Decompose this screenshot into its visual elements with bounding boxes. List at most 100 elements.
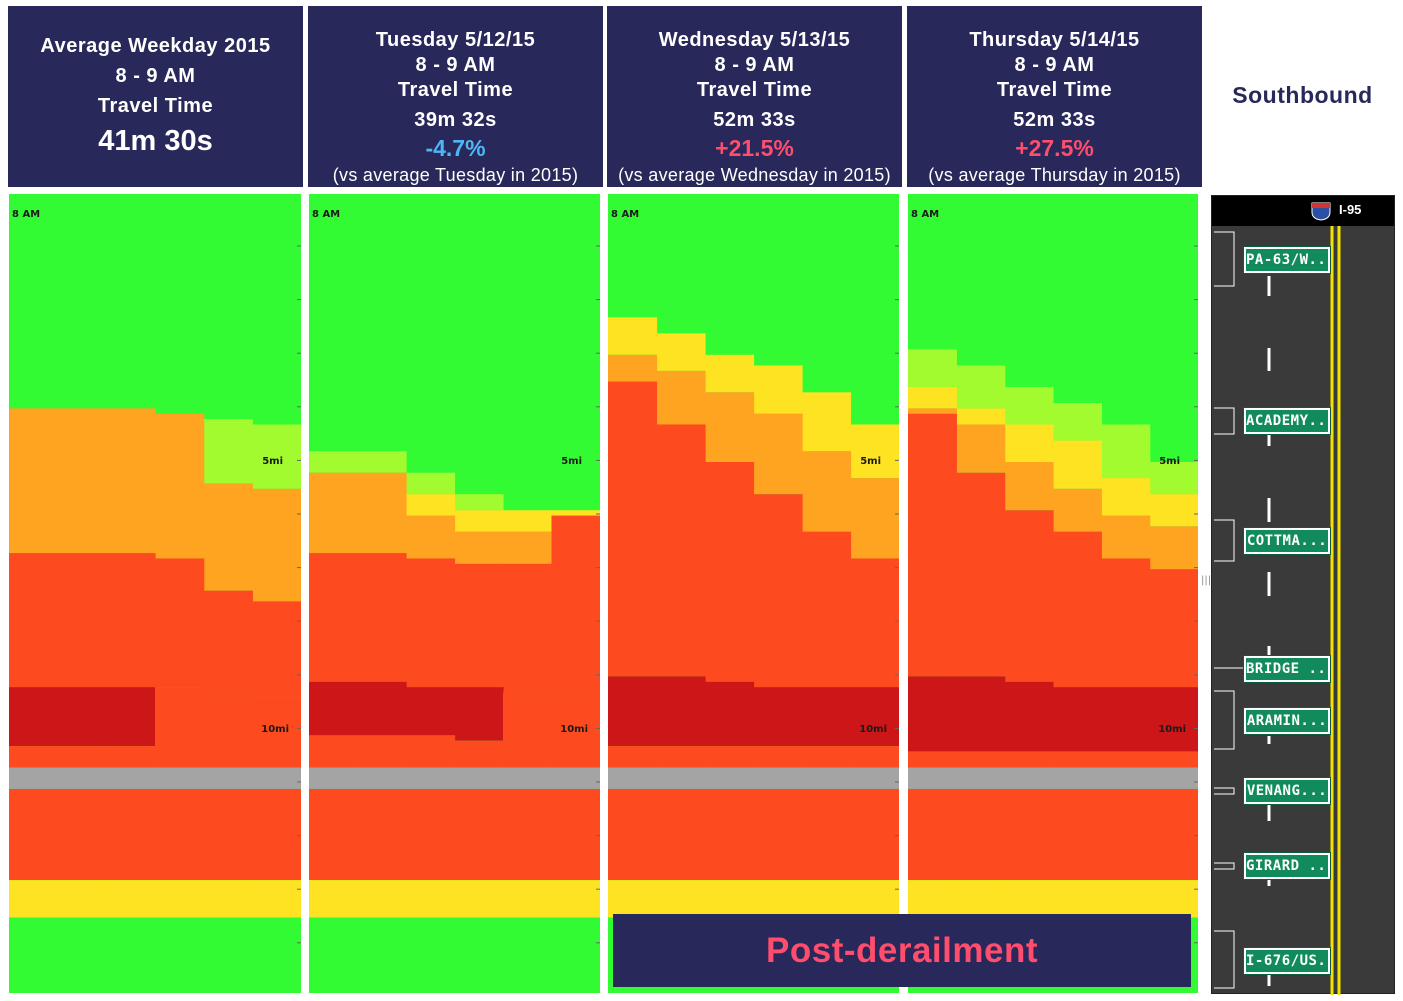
congestion-cell-redorange [802, 788, 852, 881]
congestion-cell-orange [1149, 526, 1198, 570]
congestion-cell-orange [1101, 515, 1151, 559]
congestion-cell-green [57, 194, 107, 409]
congestion-cell-orange [908, 408, 957, 414]
congestion-cell-green [656, 194, 706, 334]
congestion-cell-redorange [1053, 788, 1102, 881]
congestion-cell-yellow [309, 880, 359, 918]
congestion-cell-yellowgreen [357, 451, 407, 473]
congestion-cell-orange [656, 370, 706, 425]
congestion-cell-redorange [57, 553, 107, 688]
congestion-cell-redorange [406, 788, 456, 881]
resize-handle[interactable]: ||| [1201, 575, 1212, 586]
congestion-cell-redorange [1004, 751, 1054, 768]
congestion-cell-redorange [608, 381, 658, 677]
congestion-cell-orange [1053, 488, 1102, 532]
header-panel-thursday: Thursday 5/14/15 8 - 9 AM Travel Time 52… [907, 6, 1202, 187]
exit-sign-aramingo[interactable]: ARAMIN... [1244, 708, 1330, 734]
distance-tick-10mi: 10mi [1158, 724, 1186, 735]
congestion-cell-redorange [1101, 751, 1151, 768]
congestion-cell-yellow [503, 880, 553, 918]
congestion-cell-yellow [1101, 478, 1151, 516]
congestion-cell-redorange [656, 746, 706, 768]
congestion-cell-redorange [608, 788, 658, 881]
time-label: 8 AM [611, 209, 640, 220]
congestion-cell-green [850, 194, 899, 425]
congestion-cell-redorange [406, 735, 456, 768]
congestion-cell-yellow [753, 880, 803, 918]
congestion-cell-redorange [406, 558, 456, 688]
congestion-cell-yellowgreen [454, 494, 504, 511]
congestion-cell-redorange [1101, 558, 1151, 688]
congestion-cell-green [1149, 194, 1198, 462]
congestion-cell-redorange [357, 553, 407, 682]
congestion-cell-darkred [1101, 687, 1151, 752]
congestion-cell-yellowgreen [1101, 424, 1151, 479]
congestion-cell-gray [155, 767, 205, 789]
congestion-cell-yellow [850, 424, 899, 479]
congestion-cell-yellow [656, 333, 706, 371]
congestion-cell-redorange [850, 788, 899, 881]
congestion-cell-green [802, 194, 852, 393]
header-panel-average: Average Weekday 2015 8 - 9 AM Travel Tim… [8, 6, 303, 187]
congestion-cell-redorange [252, 697, 301, 768]
congestion-cell-yellow [1149, 494, 1198, 527]
exit-sign-academy[interactable]: ACADEMY... [1244, 408, 1330, 434]
congestion-cell-orange [252, 488, 301, 602]
congestion-cell-redorange [705, 462, 755, 682]
congestion-cell-redorange [106, 553, 156, 688]
congestion-cell-darkred [802, 687, 852, 747]
exit-sign-pa63[interactable]: PA-63/W... [1244, 247, 1330, 273]
congestion-cell-darkred [908, 676, 957, 752]
congestion-cell-yellowgreen [1004, 386, 1054, 425]
congestion-cell-green [106, 194, 156, 409]
congestion-cell-yellow [357, 880, 407, 918]
congestion-cell-orange [753, 413, 803, 495]
congestion-cell-gray [503, 767, 553, 789]
congestion-cell-redorange [309, 788, 359, 881]
exit-sign-girard[interactable]: GIRARD ... [1244, 853, 1330, 879]
congestion-cell-darkred [9, 687, 59, 747]
congestion-cell-green [503, 917, 553, 993]
congestion-cell-yellow [753, 365, 803, 414]
congestion-cell-darkred [309, 681, 359, 736]
congestion-cell-redorange [956, 751, 1006, 768]
exit-sign-cottman[interactable]: COTTMA... [1244, 528, 1330, 554]
congestion-cell-yellow [908, 386, 957, 409]
congestion-cell-orange [106, 408, 156, 554]
distance-tick-5mi: 5mi [1159, 456, 1180, 467]
congestion-cell-green [608, 194, 658, 318]
congestion-cell-green [406, 917, 456, 993]
panel-title: Wednesday 5/13/15 [658, 29, 851, 51]
congestion-cell-redorange [1004, 510, 1054, 682]
post-derailment-banner: Post-derailment [613, 914, 1191, 987]
congestion-cell-darkred [656, 676, 706, 747]
congestion-cell-gray [802, 767, 852, 789]
congestion-cell-redorange [551, 788, 600, 881]
congestion-cell-green [106, 917, 156, 993]
exit-sign-i676[interactable]: I-676/US... [1244, 948, 1330, 974]
panel-comparison: (vs average Wednesday in 2015) [618, 165, 891, 185]
panel-change: +21.5% [715, 135, 794, 161]
congestion-cell-redorange [551, 692, 600, 768]
congestion-cell-redorange [1053, 751, 1102, 768]
panel-time-window: 8 - 9 AM [115, 65, 196, 87]
congestion-cell-yellow [850, 880, 899, 918]
congestion-cell-redorange [551, 515, 600, 693]
congestion-cell-yellow [551, 510, 600, 516]
congestion-cell-redorange [203, 692, 253, 768]
congestion-cell-yellow [551, 880, 600, 918]
congestion-cell-gray [252, 767, 301, 789]
congestion-cell-green [155, 194, 205, 414]
congestion-cell-redorange [106, 746, 156, 768]
congestion-cell-redorange [9, 746, 59, 768]
congestion-cell-green [9, 917, 59, 993]
congestion-cell-orange [1004, 462, 1054, 511]
panel-travel-time: 41m 30s [98, 125, 213, 157]
panel-travel-time: 52m 33s [713, 109, 796, 131]
exit-sign-bridge[interactable]: BRIDGE ... [1244, 656, 1330, 682]
congestion-cell-redorange [753, 494, 803, 688]
congestion-cell-gray [1149, 767, 1198, 789]
congestion-cell-redorange [908, 751, 957, 768]
exit-sign-venango[interactable]: VENANG... [1244, 778, 1330, 804]
congestion-cell-redorange [802, 746, 852, 768]
